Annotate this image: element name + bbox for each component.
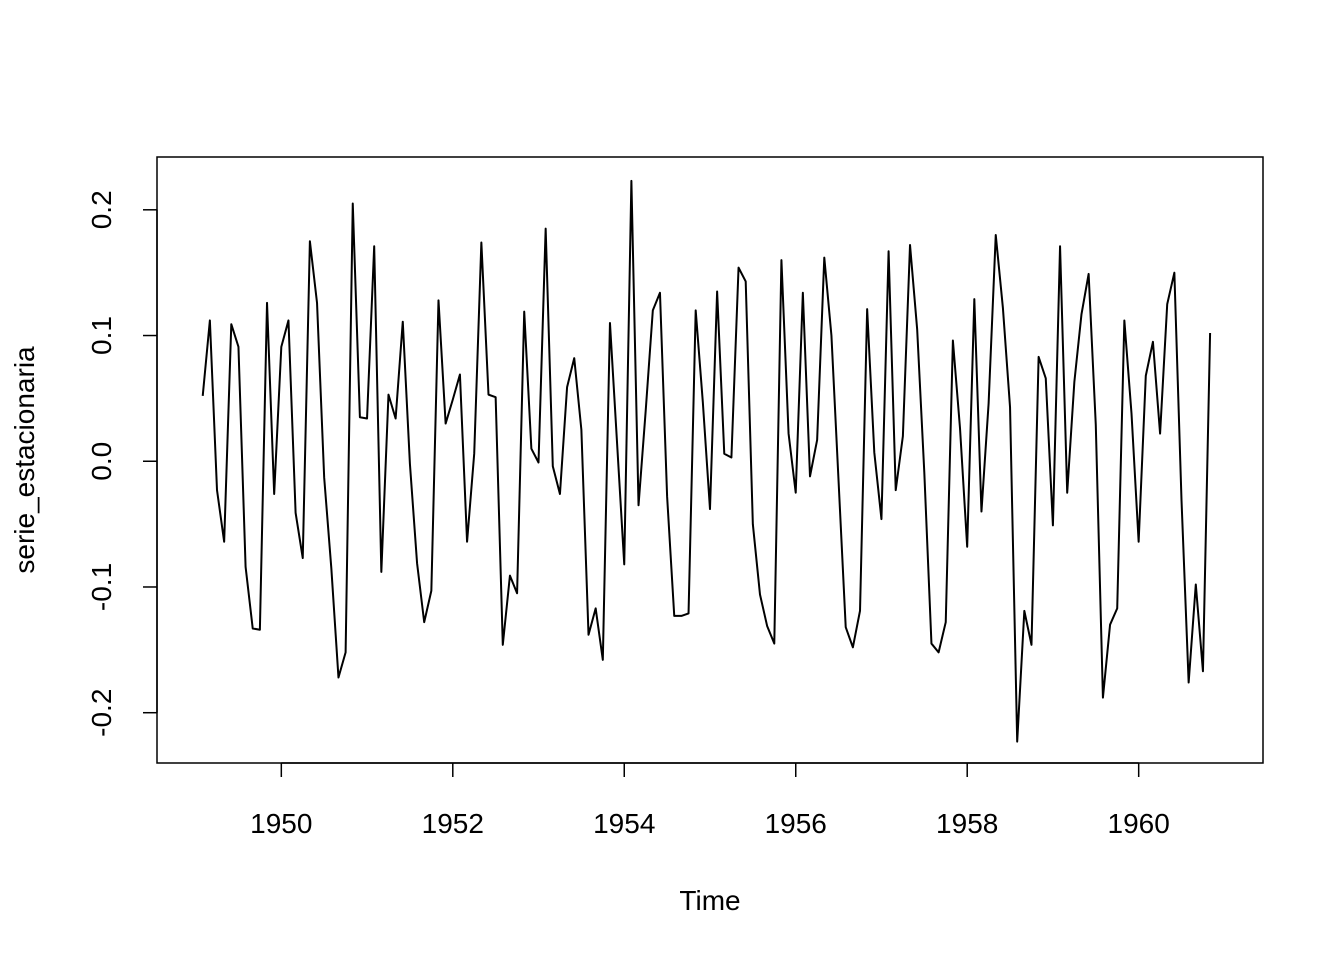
x-axis-label: Time <box>679 885 740 916</box>
y-tick-label: -0.2 <box>86 689 117 737</box>
y-tick-label: -0.1 <box>86 563 117 611</box>
plot-frame <box>156 156 1264 764</box>
x-tick-label: 1956 <box>765 808 827 839</box>
x-tick-label: 1950 <box>250 808 312 839</box>
x-tick-label: 1958 <box>936 808 998 839</box>
series-line <box>201 179 1212 743</box>
x-tick-label: 1960 <box>1108 808 1170 839</box>
x-tick-label: 1954 <box>593 808 655 839</box>
y-tick-label: 0.0 <box>86 442 117 481</box>
y-axis-label: serie_estacionaria <box>9 346 40 574</box>
x-tick-label: 1952 <box>422 808 484 839</box>
y-axis: -0.2 -0.1 0.0 0.1 0.2 <box>86 190 158 737</box>
x-axis: 1950 1952 1954 1956 1958 1960 <box>250 762 1170 839</box>
y-tick-label: 0.2 <box>86 190 117 229</box>
y-tick-label: 0.1 <box>86 316 117 355</box>
